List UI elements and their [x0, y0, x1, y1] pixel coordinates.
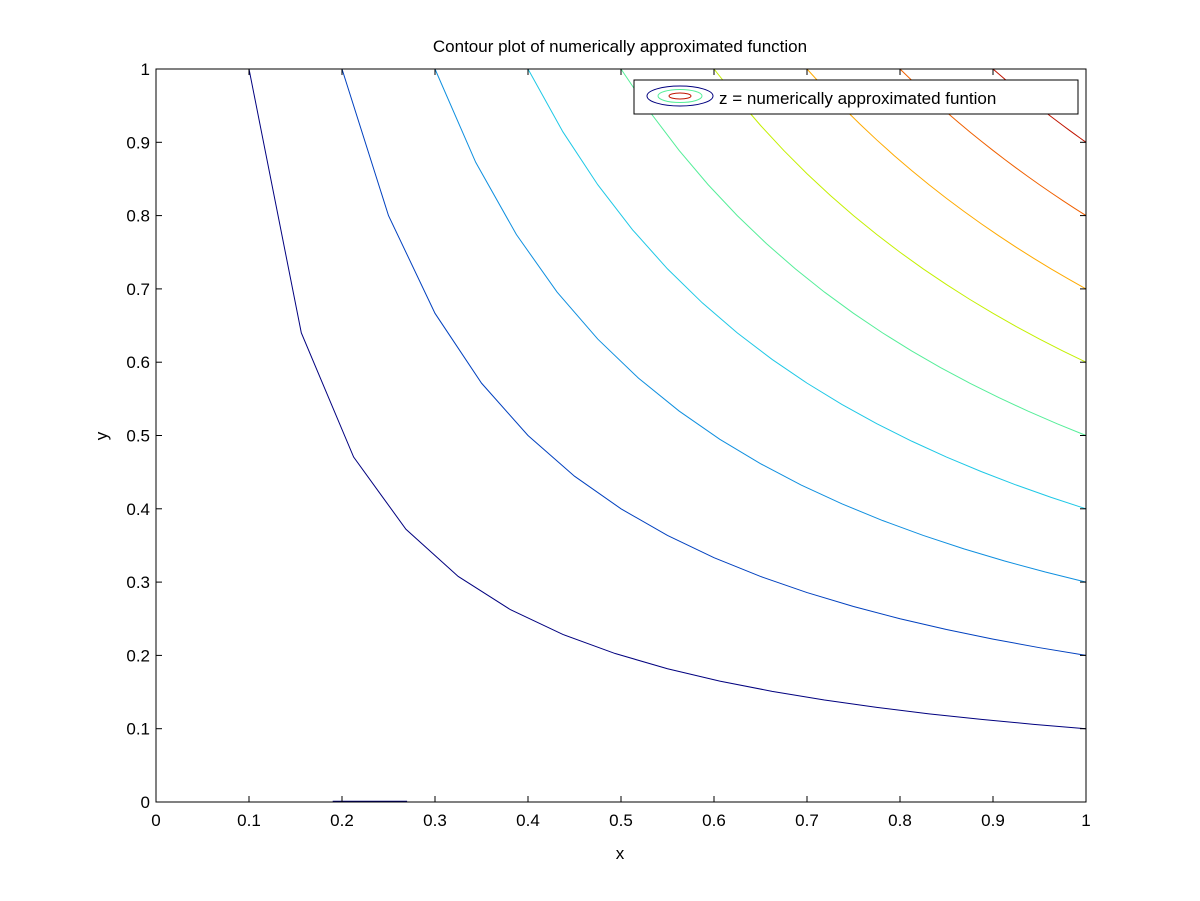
- x-tick-label: 0.1: [237, 811, 261, 830]
- y-tick-label: 0.5: [126, 427, 150, 446]
- contour-legend-icon: [646, 85, 714, 107]
- y-tick-label: 0.3: [126, 573, 150, 592]
- x-tick-label: 0.3: [423, 811, 447, 830]
- chart-title: Contour plot of numerically approximated…: [433, 37, 807, 56]
- y-tick-label: 0.1: [126, 720, 150, 739]
- contour-lines: [248, 68, 1087, 730]
- x-tick-label: 0.5: [609, 811, 633, 830]
- legend: z = numerically approximated funtion: [633, 79, 1079, 115]
- legend-box: [633, 79, 1079, 115]
- y-tick-label: 0.7: [126, 280, 150, 299]
- x-tick-label: 0.4: [516, 811, 540, 830]
- x-tick-label: 1: [1081, 811, 1090, 830]
- y-axis-ticks: 0 0.1 0.2 0.3 0.4 0.5 0.6 0.7 0.8 0.9 1: [126, 60, 1086, 812]
- x-axis-label: x: [616, 844, 625, 863]
- contour-line: [248, 68, 1087, 730]
- axes-box: [155, 68, 1087, 803]
- y-tick-label: 1: [141, 60, 150, 79]
- y-tick-label: 0.4: [126, 500, 150, 519]
- y-tick-label: 0: [141, 793, 150, 812]
- y-tick-label: 0.6: [126, 353, 150, 372]
- plot-area: [156, 69, 1086, 802]
- y-axis-label: y: [92, 431, 111, 440]
- y-tick-label: 0.8: [126, 207, 150, 226]
- x-axis-ticks: 0 0.1 0.2 0.3 0.4 0.5 0.6 0.7 0.8 0.9 1: [151, 69, 1091, 830]
- y-tick-label: 0.2: [126, 646, 150, 665]
- x-tick-label: 0.2: [330, 811, 354, 830]
- contour-line: [806, 68, 1087, 290]
- contour-line: [620, 68, 1087, 436]
- contour-line: [713, 68, 1087, 363]
- y-tick-label: 0.9: [126, 133, 150, 152]
- contour-line: [434, 68, 1087, 583]
- x-tick-label: 0.6: [702, 811, 726, 830]
- legend-label: z = numerically approximated funtion: [719, 89, 996, 108]
- contour-line: [527, 68, 1087, 510]
- x-tick-label: 0: [151, 811, 160, 830]
- x-tick-label: 0.7: [795, 811, 819, 830]
- x-tick-label: 0.9: [981, 811, 1005, 830]
- contour-line: [341, 68, 1087, 656]
- x-tick-label: 0.8: [888, 811, 912, 830]
